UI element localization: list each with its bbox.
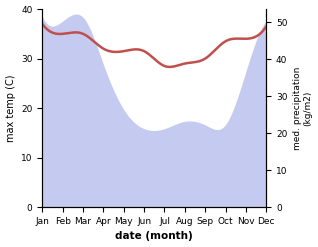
Y-axis label: med. precipitation
(kg/m2): med. precipitation (kg/m2) [293,66,313,150]
X-axis label: date (month): date (month) [115,231,193,242]
Y-axis label: max temp (C): max temp (C) [5,74,16,142]
